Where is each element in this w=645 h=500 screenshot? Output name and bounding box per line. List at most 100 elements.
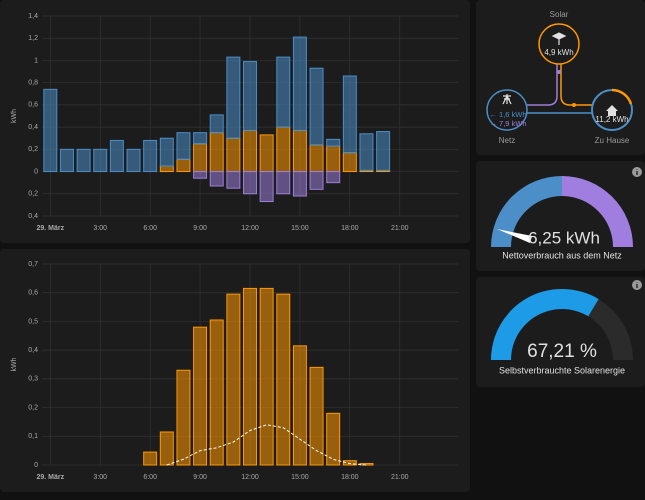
- bar: [43, 88, 58, 173]
- gauge-segment: [562, 176, 633, 247]
- bar: [243, 61, 257, 131]
- home-ring: [611, 88, 633, 105]
- charts: 0,4 0,2 0 0,2 0,4 0,6 0,8 1 1,2 1,4 29. März 3:00 6:…: [11, 13, 458, 481]
- y-tick-label: 0: [34, 168, 38, 175]
- bar: [159, 137, 174, 167]
- y-tick-label: 0,7: [28, 261, 38, 268]
- y-axis-label: kWh: [11, 109, 18, 123]
- bar: [159, 431, 174, 466]
- bar: [176, 132, 191, 160]
- bar: [276, 126, 291, 173]
- x-tick-label: 18:00: [341, 474, 359, 481]
- x-tick-label: 15:00: [291, 474, 309, 481]
- bar: [109, 139, 124, 173]
- bar: [309, 67, 324, 146]
- y-tick-label: 0,4: [28, 213, 38, 220]
- x-tick-label: 18:00: [341, 225, 359, 232]
- bar: [259, 134, 274, 173]
- home-icon: [606, 105, 618, 116]
- y-axis-label: kWh: [11, 357, 18, 371]
- bar: [143, 139, 158, 173]
- flow-dot: [572, 103, 576, 107]
- bar: [309, 171, 324, 190]
- gauge-needle: [497, 229, 532, 243]
- y-tick-label: 0: [34, 462, 38, 469]
- bar: [143, 451, 158, 466]
- bar: [276, 293, 291, 466]
- x-tick-label: 12:00: [241, 474, 259, 481]
- bar: [243, 129, 257, 173]
- bar: [326, 412, 341, 466]
- bar: [226, 293, 241, 466]
- y-tick-label: 0,8: [28, 80, 38, 87]
- bar: [276, 171, 291, 195]
- gauge-value: 6,25 kWh: [528, 228, 600, 247]
- line: [166, 424, 367, 466]
- solar-value: 4,9 kWh: [544, 48, 573, 57]
- grid-circle: [486, 89, 528, 131]
- solar-label: Solar: [550, 10, 569, 19]
- y-tick-label: 0,2: [28, 191, 38, 198]
- bar: [326, 145, 341, 173]
- bar: [226, 137, 241, 173]
- home-label: Zu Hause: [595, 136, 630, 145]
- bar: [342, 75, 357, 154]
- grid-icon: [502, 94, 512, 105]
- flow-dot: [557, 70, 561, 74]
- bar: [209, 171, 224, 187]
- bar: [193, 132, 208, 145]
- grid-in: ← 1,6 kWh: [489, 110, 526, 119]
- solar-icon: [551, 32, 567, 45]
- bar: [359, 133, 374, 171]
- bar: [326, 171, 341, 184]
- x-tick-label: 15:00: [291, 225, 309, 232]
- x-tick-label: 9:00: [193, 474, 207, 481]
- bar: [309, 144, 324, 173]
- flow-line: [527, 64, 558, 106]
- gauge-fill: [490, 288, 599, 360]
- x-tick-label: 3:00: [93, 225, 107, 232]
- bar: [193, 171, 208, 179]
- flow-line: [560, 64, 592, 106]
- bar: [359, 463, 374, 466]
- bar: [243, 171, 257, 195]
- gauge-segment: [491, 176, 562, 247]
- bar: [342, 152, 357, 173]
- bar: [159, 165, 174, 173]
- y-tick-label: 1,4: [28, 13, 38, 20]
- grid-label: Netz: [499, 136, 515, 145]
- bar: [276, 56, 291, 128]
- bar: [209, 132, 224, 173]
- y-tick-label: 0,1: [28, 433, 38, 440]
- y-tick-label: 0,2: [28, 404, 38, 411]
- bar: [342, 460, 357, 466]
- x-tick-label: 21:00: [391, 474, 409, 481]
- y-tick-label: 1,2: [28, 35, 38, 42]
- card: [476, 161, 645, 271]
- y-tick-label: 0,2: [28, 146, 38, 153]
- bar: [126, 148, 141, 173]
- home-value: 11,2 kWh: [595, 115, 628, 124]
- bar: [292, 345, 307, 466]
- y-tick-label: 0,6: [28, 102, 38, 109]
- bar: [209, 114, 224, 134]
- bar: [326, 138, 341, 147]
- x-tick-label: 6:00: [143, 225, 157, 232]
- bar: [243, 287, 257, 466]
- bar: [76, 148, 91, 173]
- x-tick-label: 9:00: [193, 225, 207, 232]
- bar: [259, 171, 274, 203]
- y-tick-label: 0,5: [28, 318, 38, 325]
- y-tick-label: 0,3: [28, 376, 38, 383]
- bar: [309, 366, 324, 466]
- gauge-label: Nettoverbrauch aus dem Netz: [502, 250, 622, 260]
- x-tick-label: 6:00: [143, 474, 157, 481]
- grid-out: → 7,9 kWh: [489, 119, 526, 128]
- bar: [209, 319, 224, 466]
- bar: [376, 131, 391, 171]
- bar: [292, 36, 307, 131]
- bar: [193, 326, 208, 466]
- bar: [292, 171, 307, 197]
- bar: [226, 56, 241, 139]
